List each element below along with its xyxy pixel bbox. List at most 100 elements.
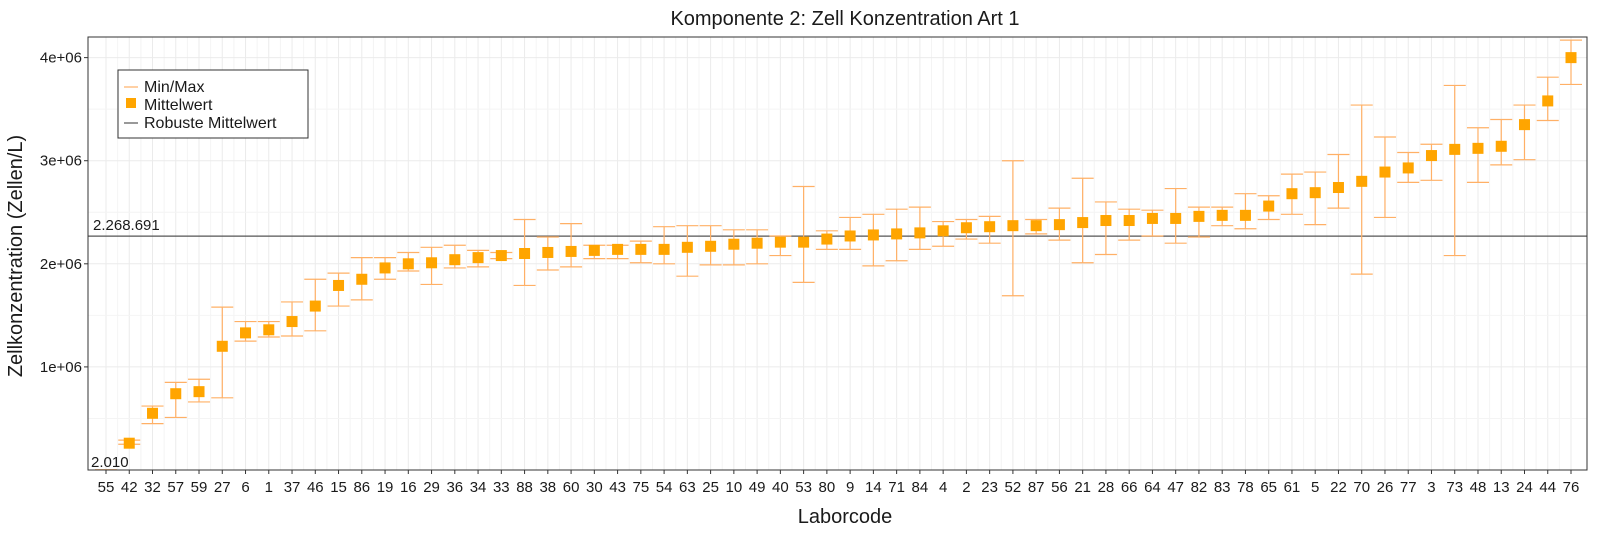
mean-marker [867, 229, 879, 241]
mean-marker [821, 233, 833, 245]
x-tick-label: 66 [1121, 479, 1138, 496]
x-tick-label: 42 [121, 479, 138, 496]
mean-marker [1518, 119, 1530, 131]
errorbar [792, 185, 815, 283]
x-tick-label: 65 [1260, 479, 1277, 496]
mean-marker [356, 273, 368, 285]
x-tick-label: 34 [470, 479, 487, 496]
mean-marker [519, 248, 531, 259]
mean-marker [1542, 95, 1554, 107]
errorbar [1094, 201, 1117, 256]
grid [88, 37, 1587, 470]
mean-marker [263, 324, 275, 336]
mean-marker [937, 225, 949, 237]
robust-mean-label: 2.268.691 [93, 217, 160, 234]
x-tick-label: 59 [191, 479, 208, 496]
x-tick-label: 33 [493, 479, 510, 496]
mean-marker [170, 388, 182, 400]
x-tick-label: 36 [446, 479, 463, 496]
x-tick-label: 71 [888, 479, 905, 496]
x-tick-label: 88 [516, 479, 533, 496]
x-axis-label: Laborcode [798, 506, 893, 528]
mean-marker [1053, 219, 1065, 231]
mean-marker [960, 222, 972, 234]
x-tick-label: 29 [423, 479, 440, 496]
x-tick-label: 70 [1353, 479, 1370, 496]
mean-marker [379, 262, 391, 274]
corner-annotation: 2.010 [91, 454, 129, 471]
x-tick-label: 15 [330, 479, 347, 496]
x-tick-label: 76 [1563, 479, 1580, 496]
x-tick-label: 13 [1493, 479, 1510, 496]
x-tick-label: 60 [563, 479, 580, 496]
x-tick-label: 44 [1539, 479, 1556, 496]
mean-marker [542, 246, 554, 258]
mean-marker [449, 254, 461, 266]
mean-marker [402, 258, 414, 270]
mean-marker [286, 316, 298, 328]
y-tick-label: 4e+06 [40, 50, 82, 67]
x-tick-label: 43 [609, 479, 626, 496]
mean-marker [1332, 182, 1344, 194]
x-tick-label: 22 [1330, 479, 1347, 496]
mean-marker [891, 228, 903, 240]
x-tick-label: 3 [1427, 479, 1435, 496]
mean-marker [1495, 140, 1507, 152]
x-tick-label: 86 [353, 479, 370, 496]
mean-marker [1030, 220, 1042, 232]
y-tick-label: 1e+06 [40, 359, 82, 376]
legend-box [117, 69, 309, 139]
y-tick-label: 2e+06 [40, 256, 82, 273]
x-tick-label: 87 [1028, 479, 1045, 496]
mean-marker [1193, 210, 1205, 222]
mean-marker [1146, 212, 1158, 224]
x-tick-label: 40 [772, 479, 789, 496]
x-tick-label: 78 [1237, 479, 1254, 496]
mean-marker [1216, 209, 1228, 221]
x-tick-label: 2 [962, 479, 970, 496]
mean-marker [193, 386, 205, 398]
mean-marker [705, 240, 717, 252]
mean-marker [1565, 52, 1577, 64]
mean-marker [588, 244, 600, 256]
x-tick-label: 56 [1051, 479, 1068, 496]
x-tick-label: 6 [241, 479, 249, 496]
mean-marker [1123, 215, 1135, 227]
mean-marker [147, 407, 159, 419]
x-tick-label: 9 [846, 479, 854, 496]
mean-marker [1286, 188, 1298, 200]
x-tick-label: 77 [1400, 479, 1417, 496]
mean-marker [612, 243, 624, 255]
robust-mean-group: 2.268.691 [88, 217, 1587, 237]
x-tick-label: 49 [749, 479, 766, 496]
mean-marker [1379, 166, 1391, 178]
x-tick-label: 32 [144, 479, 161, 496]
mean-marker [1170, 212, 1182, 224]
chart-title: Komponente 2: Zell Konzentration Art 1 [670, 8, 1019, 30]
x-tick-label: 24 [1516, 479, 1533, 496]
x-tick-label: 10 [726, 479, 743, 496]
mean-marker [1425, 150, 1437, 162]
mean-marker [495, 250, 507, 262]
errorbar [211, 306, 234, 399]
mean-marker [1449, 143, 1461, 155]
mean-marker [774, 236, 786, 248]
mean-marker [1263, 200, 1275, 212]
mean-marker [333, 279, 345, 291]
legend-robust-label: Robuste Mittelwert [144, 115, 277, 132]
y-axis-label: Zellkonzentration (Zellen/L) [5, 135, 27, 377]
errorbar [1443, 84, 1466, 257]
legend: Min/Max Mittelwert Robuste Mittelwert [117, 69, 309, 139]
mean-marker [1402, 162, 1414, 174]
errorbar [1304, 171, 1327, 226]
x-tick-label: 64 [1144, 479, 1161, 496]
x-tick-label: 55 [98, 479, 115, 496]
x-tick-label: 16 [400, 479, 417, 496]
x-tick-label: 61 [1284, 479, 1301, 496]
mean-marker [1007, 220, 1019, 232]
x-tick-label: 23 [981, 479, 998, 496]
errorbar [1466, 127, 1489, 183]
x-tick-label: 75 [632, 479, 649, 496]
x-tick-label: 4 [939, 479, 947, 496]
